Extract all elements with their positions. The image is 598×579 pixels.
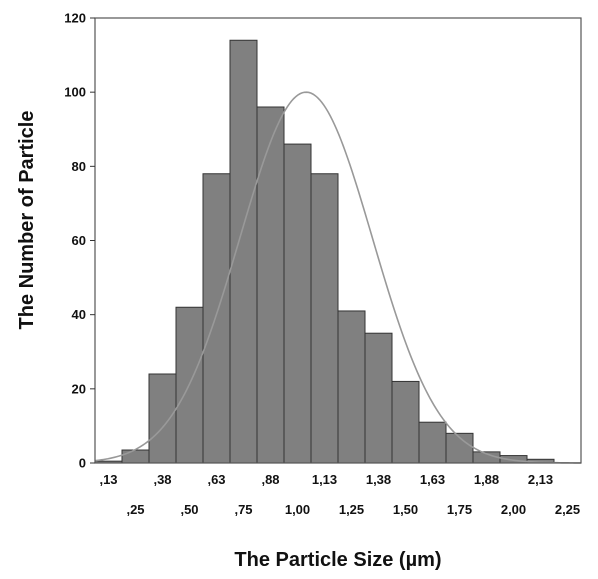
y-tick-label: 120 [64,11,86,26]
x-tick-label-lower: 1,75 [447,502,472,517]
x-tick-label-upper: 1,38 [366,472,391,487]
y-tick-label: 20 [72,381,86,396]
x-tick-label-upper: 2,13 [528,472,553,487]
x-axis-title: The Particle Size (µm) [234,549,441,571]
x-tick-label-lower: 1,50 [393,502,418,517]
x-tick-label-lower: 2,00 [501,502,526,517]
y-tick-label: 80 [72,159,86,174]
histogram-bar [310,173,339,464]
x-tick-label-upper: ,38 [153,472,171,487]
histogram-bar [121,449,150,464]
y-tick-label: 100 [64,85,86,100]
y-tick-label: 0 [79,456,86,471]
histogram-bar [202,173,231,464]
histogram-bar [283,143,312,464]
x-tick-label-lower: 2,25 [555,502,580,517]
x-tick-label-lower: ,75 [234,502,252,517]
histogram-bar [418,421,447,464]
x-tick-label-lower: 1,00 [285,502,310,517]
y-axis-title: The Number of Particle [16,111,38,330]
x-axis: ,13 ,38 ,63 ,88 1,13 1,38 1,63 1,88 2,13 ,25 ,50 ,7… [99,472,580,517]
histogram-bar [391,380,420,464]
histogram-bar [337,310,366,464]
x-tick-label-lower: ,50 [180,502,198,517]
y-axis: 0 20 40 60 80 100 120 [64,11,95,471]
x-tick-label-upper: 1,13 [312,472,337,487]
y-tick-label: 40 [72,307,86,322]
x-tick-label-upper: 1,63 [420,472,445,487]
histogram-bar [229,39,258,464]
x-tick-label-lower: 1,25 [339,502,364,517]
normal-fit-curve [94,91,582,464]
histogram-bar [364,332,393,464]
x-tick-label-upper: ,63 [207,472,225,487]
x-tick-label-upper: ,13 [99,472,117,487]
x-tick-label-upper: ,88 [261,472,279,487]
x-tick-label-lower: ,25 [126,502,144,517]
histogram-bar [256,106,285,464]
histogram-bar [148,373,177,464]
bar-group [94,39,555,464]
x-tick-label-upper: 1,88 [474,472,499,487]
y-tick-label: 60 [72,233,86,248]
